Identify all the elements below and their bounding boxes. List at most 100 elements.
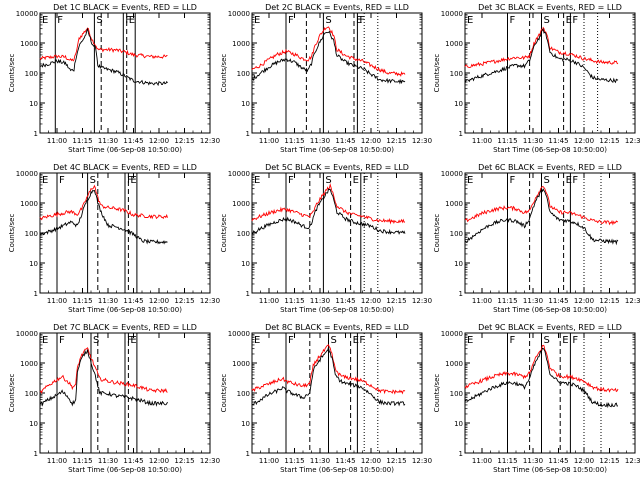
y-tick-label: 1000	[445, 40, 463, 48]
region-label: S	[93, 335, 99, 346]
x-tick-label: 11:45	[548, 297, 568, 305]
events-series-line	[39, 189, 168, 245]
plot-frame	[39, 12, 211, 134]
y-tick-label: 1000	[20, 40, 38, 48]
panel-title: Det 3C BLACK = Events, RED = LLD	[478, 3, 622, 12]
lld-series-line	[464, 186, 619, 226]
plot-frame	[464, 12, 636, 134]
y-axis-label: Counts/sec	[220, 374, 228, 413]
region-label: F	[510, 175, 516, 186]
x-tick-label: 12:15	[386, 297, 406, 305]
x-tick-label: 11:00	[47, 137, 67, 145]
y-axis-label: Counts/sec	[433, 214, 441, 253]
x-tick-label: 12:00	[149, 297, 169, 305]
x-tick-label: 11:15	[284, 137, 304, 145]
y-tick-label: 10000	[16, 10, 38, 18]
y-tick-label: 1	[459, 130, 463, 138]
region-label: S	[325, 175, 331, 186]
y-tick-label: 10	[454, 260, 463, 268]
region-label: E	[254, 175, 260, 186]
y-tick-label: 1000	[20, 360, 38, 368]
panel-title: Det 1C BLACK = Events, RED = LLD	[53, 3, 197, 12]
x-tick-label: 12:30	[412, 457, 432, 465]
region-label: E	[566, 15, 572, 26]
x-axis-label: Start Time (06-Sep-08 10:50:00)	[280, 146, 394, 154]
x-tick-label: 11:30	[98, 297, 118, 305]
region-label: F	[572, 15, 578, 26]
y-axis-label: Counts/sec	[220, 214, 228, 253]
x-axis-label: Start Time (06-Sep-08 10:50:00)	[493, 466, 607, 474]
x-tick-label: 11:30	[98, 137, 118, 145]
region-label: S	[331, 335, 337, 346]
region-label: E	[562, 335, 568, 346]
region-label: F	[572, 175, 578, 186]
events-series-line	[39, 349, 168, 407]
x-tick-label: 12:30	[625, 137, 640, 145]
events-series-line	[251, 188, 406, 235]
x-tick-label: 12:15	[174, 457, 194, 465]
y-tick-label: 1000	[445, 200, 463, 208]
x-tick-label: 11:15	[497, 297, 517, 305]
y-tick-label: 10000	[228, 330, 250, 338]
y-tick-label: 10	[241, 260, 250, 268]
region-label: E	[254, 335, 260, 346]
y-tick-label: 10	[29, 420, 38, 428]
x-tick-label: 11:30	[523, 137, 543, 145]
y-axis-label: Counts/sec	[433, 54, 441, 93]
x-tick-label: 12:15	[174, 137, 194, 145]
y-tick-label: 1	[246, 290, 250, 298]
y-tick-label: 100	[237, 390, 250, 398]
region-label: F	[510, 335, 516, 346]
y-tick-label: 10	[29, 260, 38, 268]
x-axis-label: Start Time (06-Sep-08 10:50:00)	[493, 146, 607, 154]
x-tick-label: 12:00	[361, 297, 381, 305]
x-tick-label: 11:15	[72, 137, 92, 145]
panel-title: Det 9C BLACK = Events, RED = LLD	[478, 323, 622, 332]
x-tick-label: 12:00	[574, 137, 594, 145]
x-tick-label: 11:15	[284, 457, 304, 465]
region-label: S	[544, 15, 550, 26]
x-tick-label: 11:00	[259, 457, 279, 465]
y-tick-label: 1	[459, 450, 463, 458]
y-tick-label: 1	[34, 290, 38, 298]
y-axis-label: Counts/sec	[8, 374, 16, 413]
y-tick-label: 100	[450, 230, 463, 238]
y-tick-label: 1	[246, 450, 250, 458]
x-tick-label: 11:00	[472, 297, 492, 305]
panel-title: Det 5C BLACK = Events, RED = LLD	[265, 163, 409, 172]
x-tick-label: 12:30	[200, 297, 220, 305]
lld-series-line	[464, 344, 619, 393]
region-label: F	[127, 335, 133, 346]
region-label: E	[130, 335, 136, 346]
events-series-line	[251, 347, 406, 407]
x-tick-label: 12:30	[200, 137, 220, 145]
x-tick-label: 12:30	[625, 297, 640, 305]
x-tick-label: 11:45	[123, 297, 143, 305]
y-tick-label: 1000	[232, 200, 250, 208]
region-label: F	[288, 15, 294, 26]
x-tick-label: 11:00	[47, 297, 67, 305]
y-tick-label: 10	[29, 100, 38, 108]
region-label: F	[359, 15, 365, 26]
x-tick-label: 11:30	[523, 297, 543, 305]
x-tick-label: 11:15	[72, 457, 92, 465]
y-tick-label: 10000	[16, 170, 38, 178]
x-tick-label: 11:30	[523, 457, 543, 465]
x-tick-label: 11:45	[335, 297, 355, 305]
region-label: E	[353, 175, 359, 186]
y-axis-label: Counts/sec	[433, 374, 441, 413]
region-label: F	[288, 175, 294, 186]
region-label: F	[127, 175, 133, 186]
lld-series-line	[251, 344, 406, 395]
lld-series-line	[464, 26, 619, 69]
region-label: S	[325, 15, 331, 26]
x-tick-label: 12:30	[625, 457, 640, 465]
x-tick-label: 11:00	[472, 457, 492, 465]
